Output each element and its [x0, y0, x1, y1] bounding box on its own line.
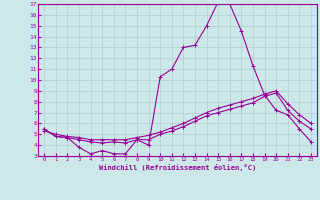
X-axis label: Windchill (Refroidissement éolien,°C): Windchill (Refroidissement éolien,°C): [99, 164, 256, 171]
